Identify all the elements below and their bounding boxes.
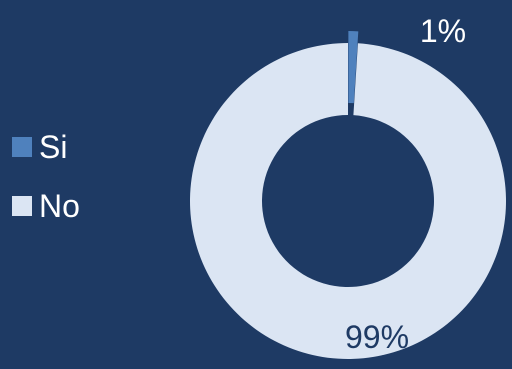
legend-swatch-si <box>12 137 32 157</box>
donut-slice-si <box>348 31 359 104</box>
legend-item-no: No <box>12 189 132 223</box>
legend-label-si: Si <box>39 129 68 165</box>
data-label-no: 99% <box>345 319 409 355</box>
donut-labels: 1% 99% <box>345 13 466 355</box>
donut-slice-no <box>190 43 507 360</box>
legend-swatch-no <box>12 196 32 216</box>
donut-slices <box>190 31 507 360</box>
chart-legend: Si No <box>12 130 132 248</box>
data-label-si: 1% <box>420 13 466 49</box>
legend-item-si: Si <box>12 130 132 164</box>
legend-label-no: No <box>39 188 80 224</box>
